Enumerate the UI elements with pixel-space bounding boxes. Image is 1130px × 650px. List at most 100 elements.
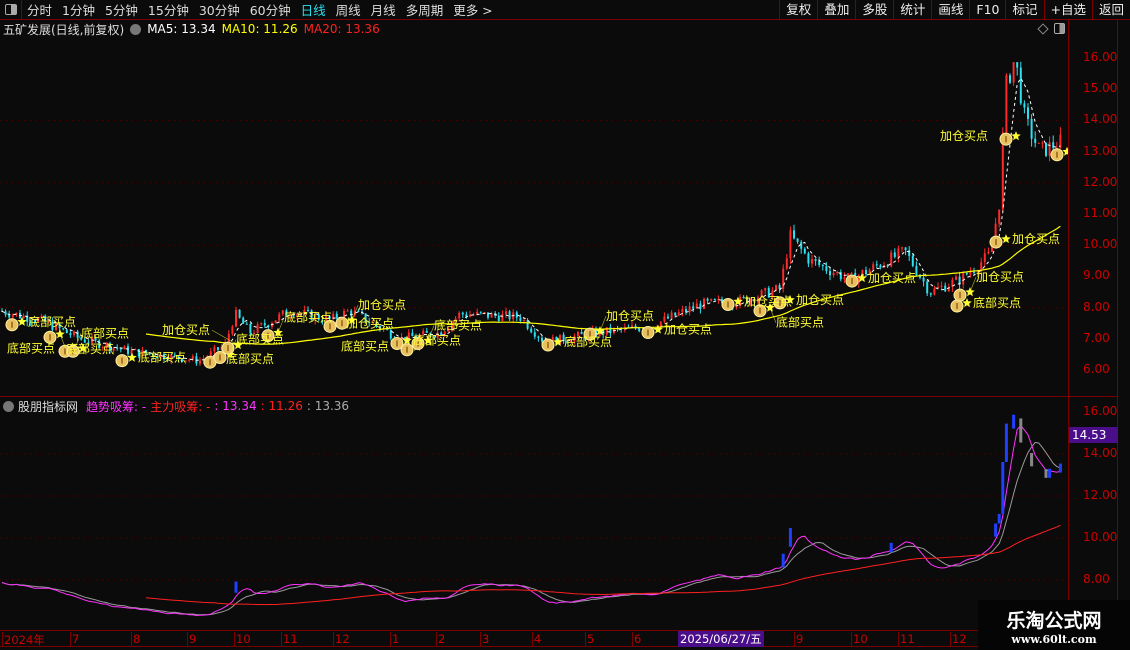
candle-body: [476, 311, 479, 315]
star-icon: [233, 340, 243, 350]
candle-body: [166, 359, 169, 361]
candle-body: [1037, 142, 1040, 144]
toolbar-button[interactable]: +自选: [1043, 0, 1092, 20]
period-tab[interactable]: 60分钟: [249, 3, 291, 18]
toolbar-button[interactable]: 返回: [1091, 0, 1130, 20]
indicator-bar: [234, 581, 238, 593]
toolbar-button[interactable]: 多股: [855, 0, 893, 20]
candle-body: [775, 285, 777, 291]
signal-label: 加仓买点: [1012, 232, 1060, 246]
toolbar-button[interactable]: 统计: [893, 0, 931, 20]
candle-body: [314, 314, 317, 321]
candle-body: [832, 273, 835, 276]
candle-body: [1023, 103, 1026, 108]
candle-body: [281, 310, 284, 315]
chevron-down-icon[interactable]: [3, 400, 14, 412]
price-tick: 7.00: [1083, 330, 1110, 345]
star-icon: [962, 298, 972, 308]
star-icon: [1001, 234, 1011, 244]
period-tab[interactable]: 日线: [300, 3, 326, 18]
period-tab[interactable]: 月线: [370, 3, 396, 18]
candle-body: [1001, 132, 1004, 210]
candle-body: [87, 342, 90, 344]
signal-label: 加仓买点: [606, 309, 654, 323]
time-tick: 12: [950, 632, 967, 647]
signal-leader-line: [229, 339, 237, 355]
candle-body: [890, 252, 893, 267]
candle-body: [926, 281, 929, 294]
signal-leader-line: [969, 277, 977, 293]
ma-long-line: [145, 225, 1061, 345]
signal-label: 加仓买点: [162, 323, 210, 337]
candle-body: [1045, 142, 1047, 156]
toolbar-button[interactable]: 标记: [1005, 0, 1043, 20]
candle-body: [343, 310, 345, 320]
candle-body: [523, 320, 525, 322]
candle-body: [800, 241, 803, 249]
ma10-value: MA10: 11.26: [221, 22, 298, 36]
toolbar-button[interactable]: F10: [969, 0, 1005, 20]
indicator-value-3: : 13.36: [306, 399, 350, 413]
candle-body: [951, 279, 954, 288]
candle-body: [893, 252, 896, 257]
candle-body: [350, 310, 353, 316]
candle-body: [242, 317, 245, 324]
candle-body: [415, 336, 417, 339]
signal-leader-line: [211, 329, 239, 346]
candle-body: [631, 325, 633, 328]
ma20-value: MA20: 13.36: [303, 22, 380, 36]
period-tab[interactable]: 5分钟: [104, 3, 138, 18]
stock-title: 五矿发展(日线,前复权): [3, 22, 125, 37]
price-tick: 11.00: [1083, 206, 1118, 220]
indicator-value-2: : 11.26: [260, 399, 303, 413]
candle-body: [1034, 138, 1037, 143]
candle-body: [681, 309, 684, 313]
signal-leader-line: [427, 325, 435, 341]
candle-body: [782, 268, 785, 289]
layout-toggle-button[interactable]: [0, 0, 22, 20]
period-tab[interactable]: 多周期: [405, 3, 444, 18]
candle-body: [245, 323, 248, 325]
period-tab[interactable]: 周线: [335, 3, 361, 18]
candle-body: [65, 329, 68, 334]
time-tick: 4: [532, 632, 542, 647]
price-tick: 15.00: [1083, 81, 1118, 96]
toolbar-button[interactable]: 叠加: [817, 0, 855, 20]
candle-body: [80, 337, 83, 340]
candle-body: [137, 349, 140, 357]
candle-body: [843, 277, 846, 280]
candle-body: [98, 340, 101, 349]
candle-body: [173, 354, 176, 356]
toolbar-button[interactable]: 复权: [779, 0, 817, 20]
toolbar-button[interactable]: 画线: [931, 0, 969, 20]
candle-body: [112, 347, 115, 351]
indicator-bar: [788, 527, 792, 547]
watermark-title: 乐淘公式网: [1006, 610, 1102, 632]
candle-body: [253, 333, 255, 335]
chevron-down-icon[interactable]: [130, 23, 142, 35]
candle-body: [692, 306, 695, 309]
signal-label: 加仓买点: [796, 293, 844, 307]
period-tab[interactable]: 30分钟: [198, 3, 240, 18]
panel-toggle-icon[interactable]: [1054, 23, 1065, 34]
star-icon: [653, 324, 663, 334]
period-tab[interactable]: 15分钟: [147, 3, 189, 18]
price-tick: 16.00: [1083, 50, 1118, 64]
side-panel-edge[interactable]: [1118, 20, 1130, 630]
period-tab[interactable]: 分时: [27, 3, 53, 18]
indicator-bar: [1044, 469, 1048, 478]
candle-body: [677, 312, 680, 316]
period-tab[interactable]: 1分钟: [62, 3, 95, 18]
candle-body: [69, 333, 72, 336]
candle-body: [937, 286, 939, 289]
period-tab[interactable]: 更多 >: [453, 3, 493, 18]
candle-body: [170, 354, 173, 361]
candle-body: [771, 290, 774, 298]
candle-body: [638, 328, 641, 332]
candle-body: [973, 271, 975, 273]
candle-body: [263, 323, 266, 326]
candle-body: [1059, 134, 1062, 149]
candle-body: [879, 265, 882, 268]
candle-body: [685, 309, 687, 313]
